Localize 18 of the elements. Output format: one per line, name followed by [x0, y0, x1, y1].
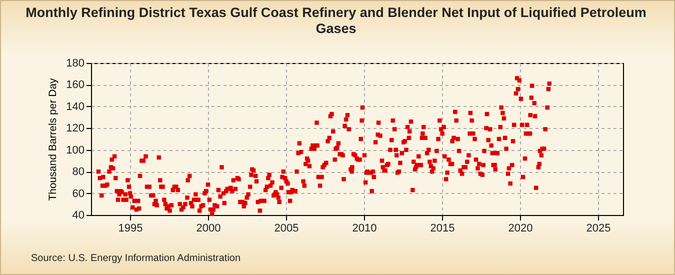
y-tick-label: 80	[72, 166, 84, 178]
y-tick-label: 60	[72, 188, 84, 200]
x-tick-label: 2015	[430, 222, 455, 234]
y-tick-label: 120	[66, 122, 84, 135]
x-tick-label: 2000	[196, 222, 221, 234]
y-tick-label: 140	[66, 100, 84, 113]
x-tick-label: 1995	[118, 222, 143, 234]
x-tick-label: 2005	[274, 222, 299, 234]
x-tick-label: 2010	[352, 222, 377, 234]
source-note: Source: U.S. Energy Information Administration	[31, 253, 241, 264]
y-tick-label: 180	[66, 58, 84, 70]
x-tick-label: 2020	[508, 222, 533, 234]
y-axis-title: Thousand Barrels per Day	[47, 77, 60, 201]
y-tick-label: 100	[66, 144, 84, 156]
chart-title: Monthly Refining District Texas Gulf Coast Refinery and Blender Net Input of Liquified Petroleum Gases	[24, 5, 648, 37]
y-tick-label: 160	[66, 79, 84, 92]
x-tick-label: 2025	[586, 222, 611, 234]
y-tick-label: 40	[72, 210, 84, 222]
